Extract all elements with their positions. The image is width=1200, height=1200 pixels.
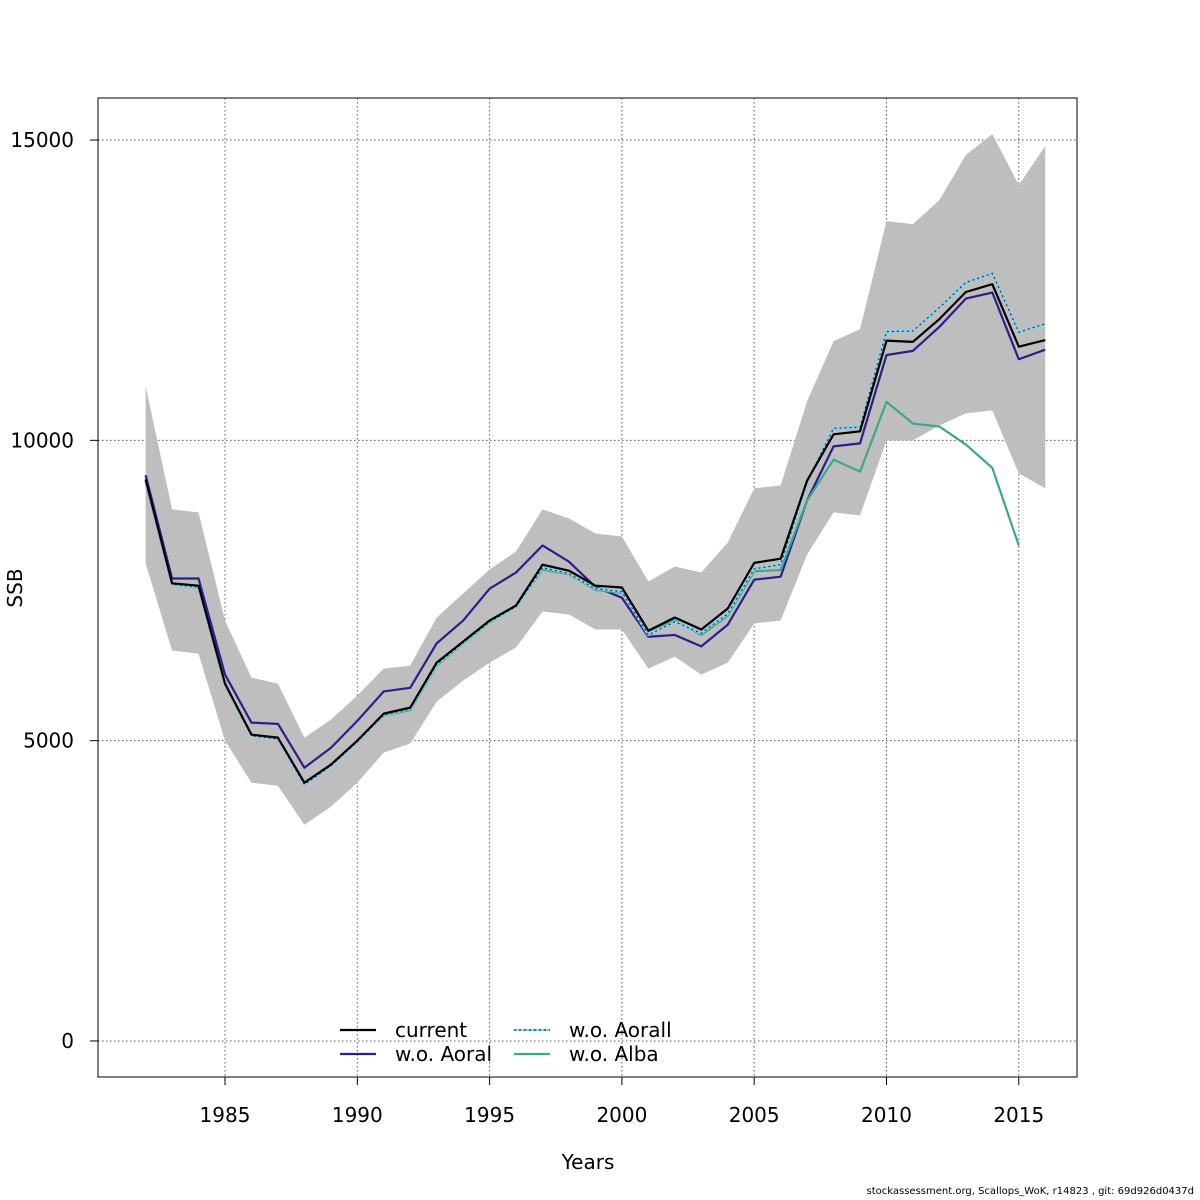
- confidence-band-layer: [145, 134, 1046, 825]
- confidence-band: [145, 134, 1046, 825]
- footer-credit: stockassessment.org, Scallops_WoK, r1482…: [866, 1186, 1194, 1197]
- axes: 1985 1990 1995 2000 2005 2010 2015 0 5000 10000 15…: [10, 128, 1044, 1127]
- x-tick-label: 2015: [993, 1103, 1044, 1127]
- x-axis-title: Years: [561, 1150, 615, 1174]
- x-tick-label: 2010: [861, 1103, 912, 1127]
- y-tick-label: 0: [61, 1029, 74, 1053]
- y-tick-label: 5000: [23, 729, 74, 753]
- series-line-current: [144, 283, 1046, 784]
- plot-frame: [97, 97, 1078, 1078]
- y-tick-label: 10000: [10, 428, 74, 452]
- legend-label-w-o-aoral: w.o. Aoral: [395, 1042, 492, 1066]
- x-tick-label: 2000: [596, 1103, 647, 1127]
- x-tick-label: 2005: [729, 1103, 780, 1127]
- series-line-w-o-aoral: [144, 291, 1046, 769]
- x-tick-label: 1985: [200, 1103, 251, 1127]
- legend-label-w-o-alba: w.o. Alba: [569, 1042, 659, 1066]
- legend-label-current: current: [395, 1018, 467, 1042]
- x-tick-label: 1995: [464, 1103, 515, 1127]
- legend-label-w-o-aorall: w.o. Aorall: [569, 1018, 672, 1042]
- y-axis-title: SSB: [3, 568, 27, 607]
- series-layer: [144, 272, 1046, 786]
- x-tick-label: 1990: [332, 1103, 383, 1127]
- y-tick-label: 15000: [10, 128, 74, 152]
